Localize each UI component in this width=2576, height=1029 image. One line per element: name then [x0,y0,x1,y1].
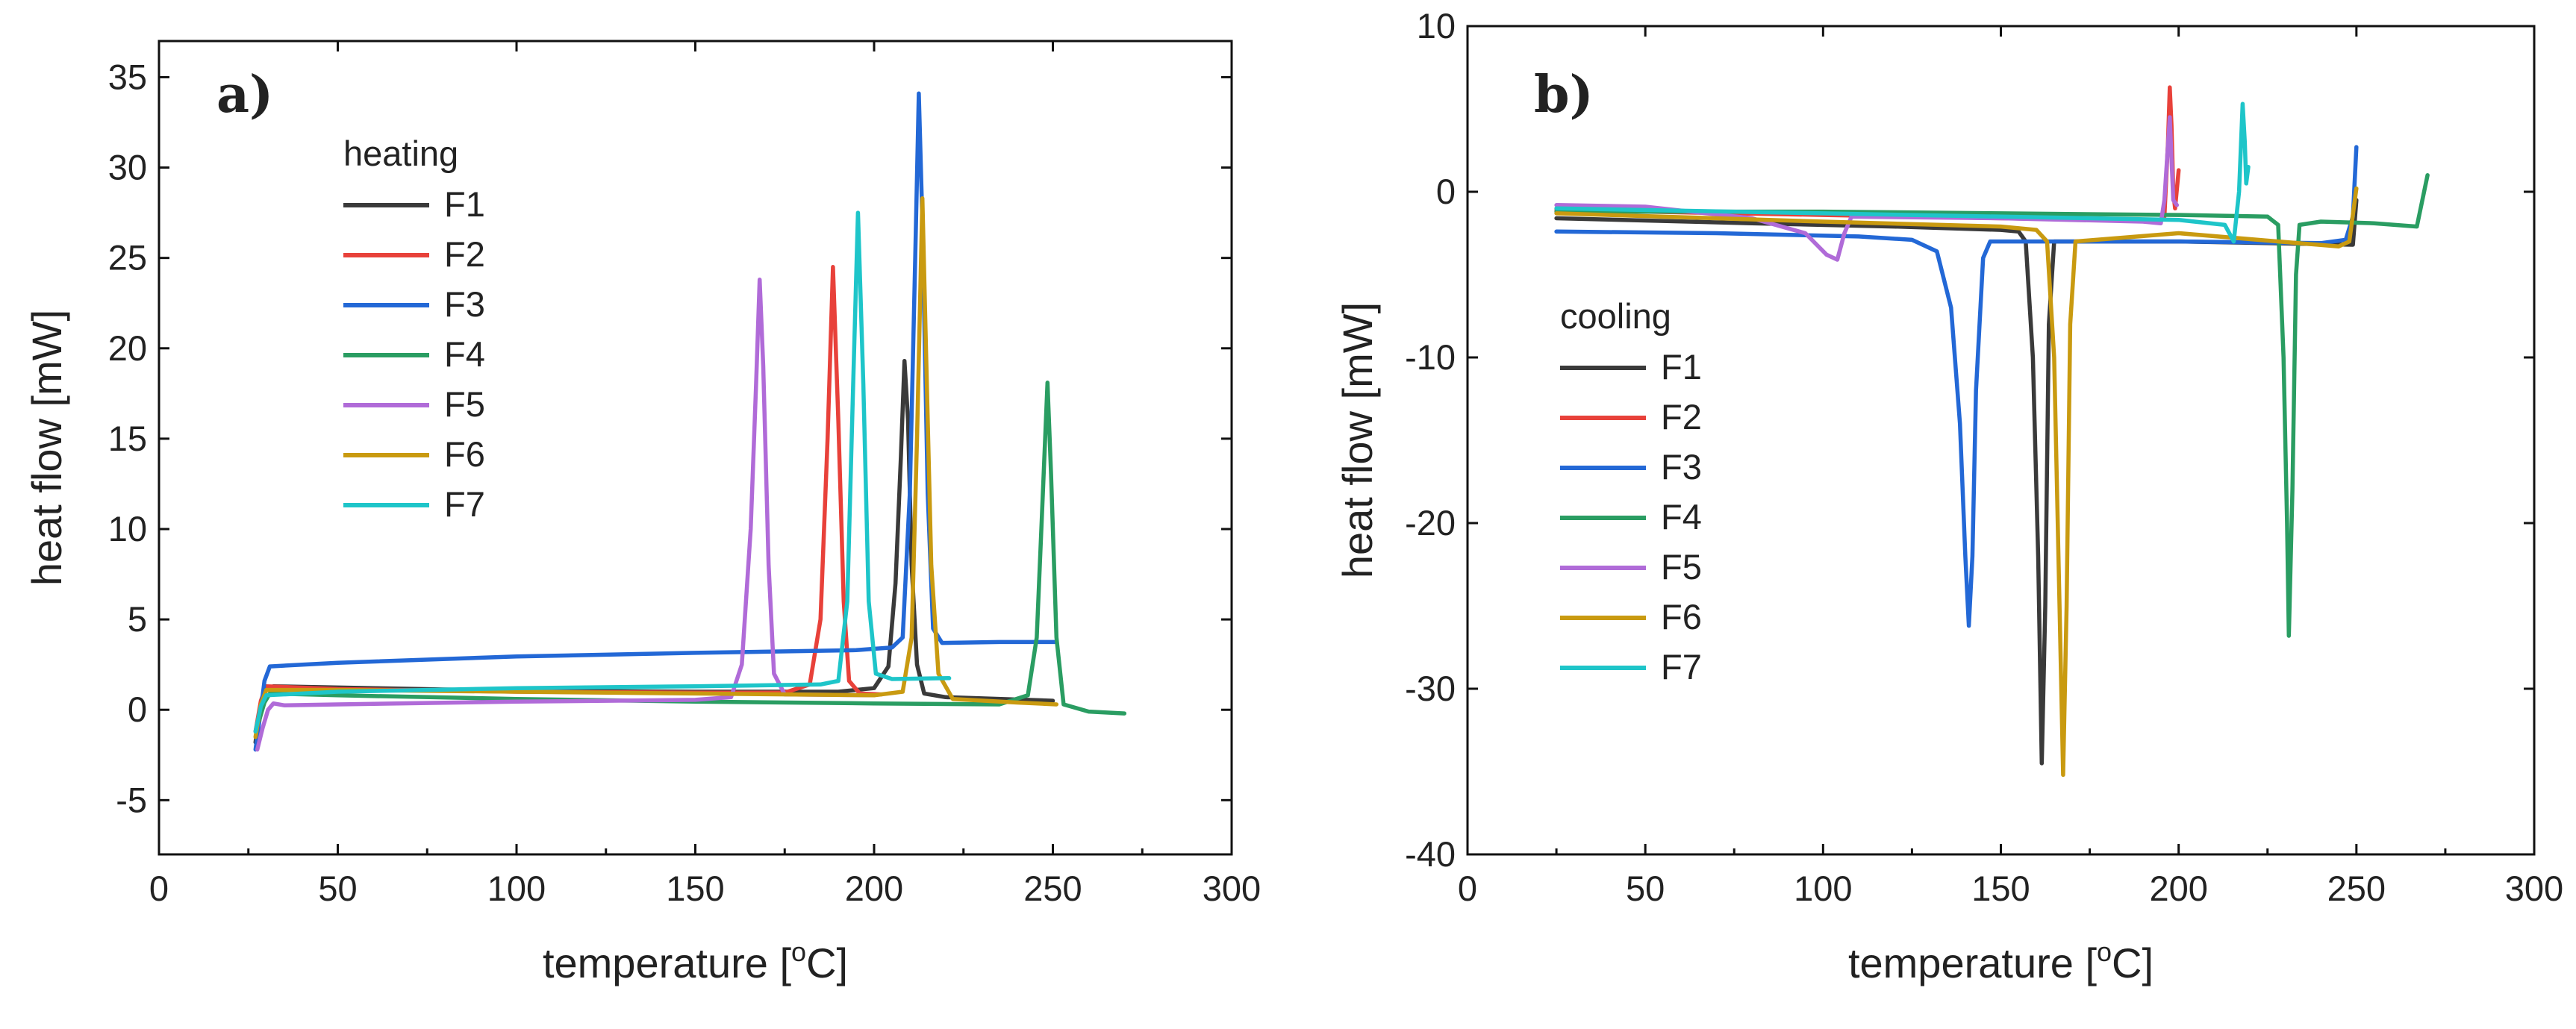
legend-label-f3: F3 [1661,447,1702,487]
legend-label-f1: F1 [444,184,485,224]
series-line-f5 [255,277,876,752]
x-axis-label-main: temperature [ [1848,939,2097,986]
x-axis-label-sup: o [791,936,806,967]
x-tick-label: 300 [2505,869,2563,908]
series-line-f6 [253,196,1059,739]
y-tick-label: -10 [1405,337,1456,377]
x-axis-label: temperature [oC] [543,936,848,986]
x-tick-label: 50 [1626,869,1665,908]
legend-label-f4: F4 [444,334,485,374]
x-tick-label: 0 [1458,869,1477,908]
y-tick-label: -30 [1405,669,1456,708]
series-line-f3 [1554,145,2359,628]
y-axis-label: heat flow [mW] [1334,302,1381,578]
y-tick-label: 30 [108,148,147,187]
legend-label-f2: F2 [444,234,485,274]
x-axis-label-main: temperature [ [543,939,791,986]
legend-label-f5: F5 [1661,547,1702,587]
series-line-f4 [1554,173,2430,638]
y-tick-label: 10 [108,509,147,548]
legend-title: cooling [1560,296,1671,336]
series-line-f2 [1554,85,2181,224]
series-line-f7 [1554,101,2251,244]
series-line-f7 [253,210,952,734]
y-tick-label: 15 [108,419,147,458]
series-line-f3 [253,91,1059,752]
plot-frame [158,40,1233,856]
series-line-f4 [257,381,1127,723]
legend-label-f5: F5 [444,384,485,424]
y-tick-label: -5 [116,780,147,819]
legend-label-f1: F1 [1661,347,1702,387]
chart-panel-a: 0 50 100 150 200 250 300 -5 0 5 10 15 20 25 30 35 temper… [23,40,1261,986]
x-axis-label-end: C] [2112,939,2154,986]
x-tick-label: 200 [845,869,903,908]
x-axis-label-sup: o [2097,936,2112,967]
y-tick-label: 0 [128,689,147,729]
legend-label-f4: F4 [1661,497,1702,537]
x-tick-label: 100 [1794,869,1852,908]
y-tick-label: 35 [108,57,147,96]
panel-label: b) [1534,65,1594,125]
x-tick-label: 0 [149,869,169,908]
x-tick-label: 50 [318,869,357,908]
y-tick-label: 5 [128,599,147,639]
legend-label-f6: F6 [444,434,485,474]
x-axis-label: temperature [oC] [1848,936,2154,986]
legend-label-f2: F2 [1661,397,1702,437]
y-tick-label: -20 [1405,503,1456,542]
y-axis: -40 -30 -20 -10 0 10 [1405,6,2534,874]
series-line-f5 [1554,115,2180,262]
legend: cooling F1 F2 F3 F4 F5 F6 F7 [1560,296,1702,686]
x-tick-label: 150 [666,869,724,908]
x-tick-label: 250 [2327,869,2386,908]
panel-label: a) [216,65,273,125]
legend-label-f6: F6 [1661,597,1702,637]
legend-label-f3: F3 [444,284,485,324]
y-axis-label: heat flow [mW] [23,310,70,586]
x-axis-label-end: C] [806,939,848,986]
x-tick-label: 200 [2149,869,2207,908]
x-tick-label: 300 [1203,869,1261,908]
series-lines [253,91,1127,752]
legend-label-f7: F7 [1661,647,1702,686]
x-axis: 0 50 100 150 200 250 300 [1458,26,2563,908]
y-tick-label: -40 [1405,834,1456,874]
y-axis: -5 0 5 10 15 20 25 30 35 [108,57,1232,819]
y-tick-label: 20 [108,328,147,368]
legend-label-f7: F7 [444,484,485,524]
legend-title: heating [343,134,458,173]
x-tick-label: 250 [1023,869,1082,908]
chart-panel-b: 0 50 100 150 200 250 300 -40 -30 -20 -10 0 10 tempera… [1334,6,2563,986]
y-tick-label: 25 [108,238,147,278]
series-line-f6 [1554,186,2359,778]
y-tick-label: 10 [1417,6,1456,46]
plot-frame [1466,25,2536,856]
y-tick-label: 0 [1436,172,1456,211]
x-axis: 0 50 100 150 200 250 300 [149,41,1261,908]
legend: heating F1 F2 F3 F4 F5 F6 F7 [343,134,485,524]
series-lines [1554,85,2430,778]
x-tick-label: 100 [487,869,546,908]
x-tick-label: 150 [1971,869,2030,908]
